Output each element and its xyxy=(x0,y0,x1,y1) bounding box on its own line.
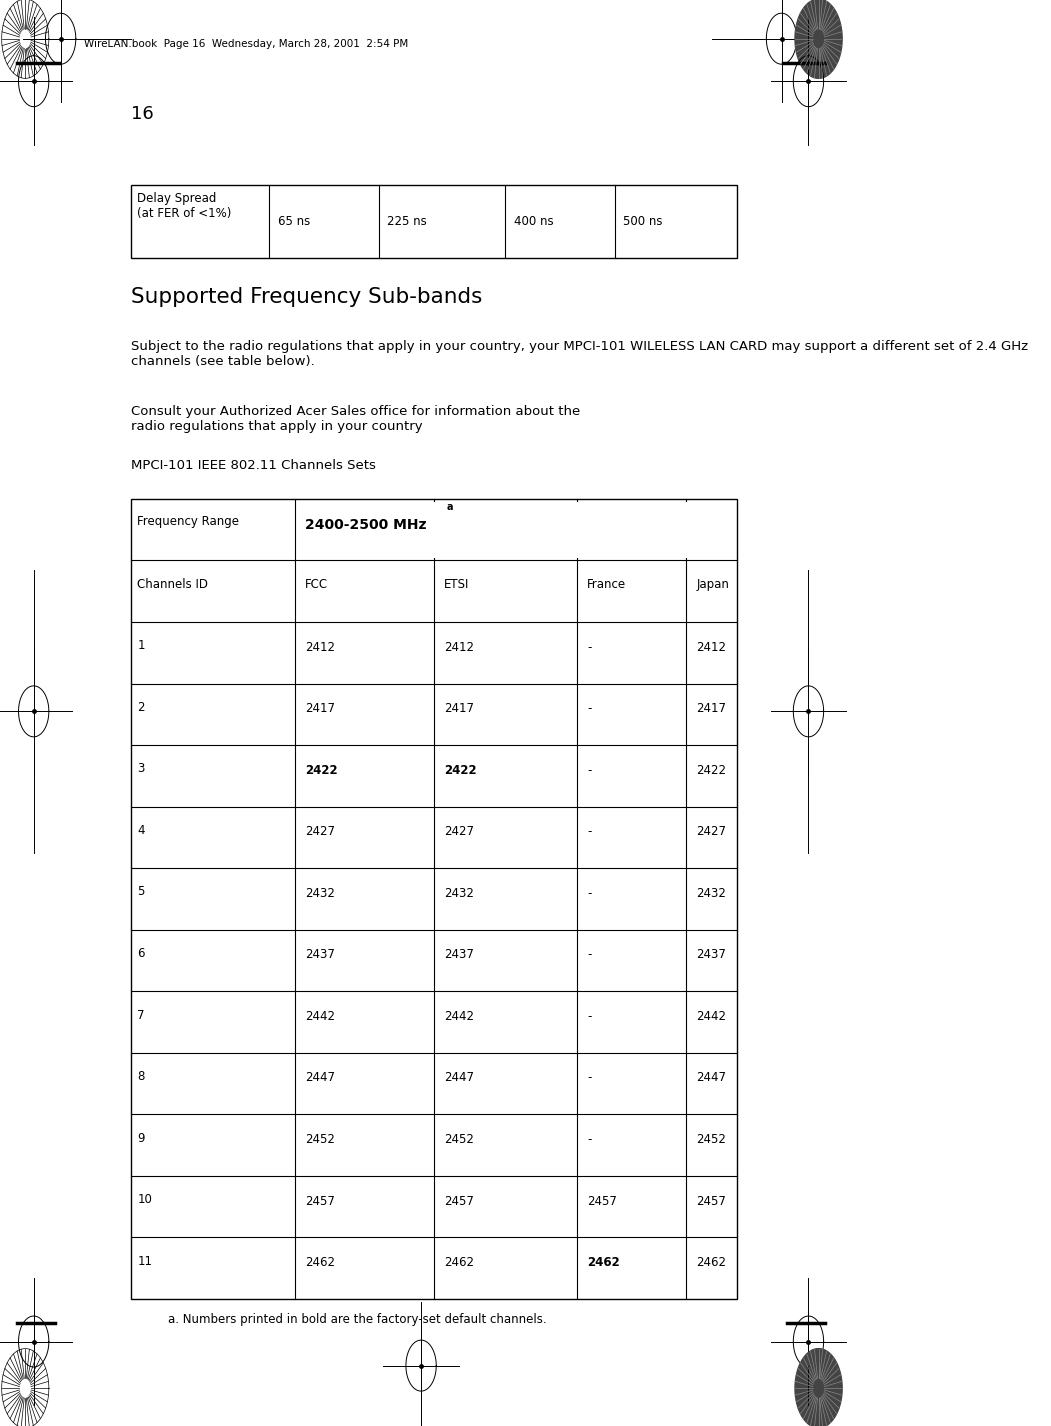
Text: a: a xyxy=(447,502,453,512)
Bar xyxy=(130,184,737,258)
Text: 500 ns: 500 ns xyxy=(623,215,663,228)
Text: 2457: 2457 xyxy=(697,1195,726,1208)
Text: 2462: 2462 xyxy=(305,1256,335,1269)
Text: France: France xyxy=(586,578,626,590)
Text: Subject to the radio regulations that apply in your country, your MPCI-101 WILEL: Subject to the radio regulations that ap… xyxy=(130,341,1028,368)
Text: 2447: 2447 xyxy=(697,1071,726,1084)
Text: FCC: FCC xyxy=(305,578,328,590)
Text: 10: 10 xyxy=(138,1194,152,1206)
Text: -: - xyxy=(586,826,592,838)
Text: 225 ns: 225 ns xyxy=(388,215,427,228)
Text: Frequency Range: Frequency Range xyxy=(138,515,240,528)
Text: 2432: 2432 xyxy=(697,887,726,900)
Text: 2437: 2437 xyxy=(305,948,334,961)
Text: -: - xyxy=(586,702,592,716)
Text: 2457: 2457 xyxy=(305,1195,334,1208)
Text: 3: 3 xyxy=(138,763,145,776)
Text: -: - xyxy=(586,640,592,653)
Text: 2457: 2457 xyxy=(444,1195,474,1208)
Text: -: - xyxy=(586,1010,592,1022)
Text: 2400-2500 MHz: 2400-2500 MHz xyxy=(305,519,427,532)
Text: 2452: 2452 xyxy=(444,1134,474,1147)
Text: 11: 11 xyxy=(138,1255,152,1268)
Text: 2432: 2432 xyxy=(305,887,334,900)
Text: 2462: 2462 xyxy=(444,1256,474,1269)
Text: -: - xyxy=(586,764,592,777)
Text: 2427: 2427 xyxy=(444,826,474,838)
Text: 2437: 2437 xyxy=(697,948,726,961)
Text: 2422: 2422 xyxy=(444,764,476,777)
Text: Japan: Japan xyxy=(697,578,729,590)
Text: 2412: 2412 xyxy=(697,640,726,653)
Text: WireLAN.book  Page 16  Wednesday, March 28, 2001  2:54 PM: WireLAN.book Page 16 Wednesday, March 28… xyxy=(84,39,409,48)
Text: 2427: 2427 xyxy=(305,826,335,838)
Text: MPCI-101 IEEE 802.11 Channels Sets: MPCI-101 IEEE 802.11 Channels Sets xyxy=(130,459,375,472)
Text: 5: 5 xyxy=(138,886,145,898)
Text: Supported Frequency Sub-bands: Supported Frequency Sub-bands xyxy=(130,287,482,307)
Text: -: - xyxy=(586,1134,592,1147)
Text: 1: 1 xyxy=(138,639,145,652)
Text: 2: 2 xyxy=(138,700,145,714)
Text: a. Numbers printed in bold are the factory-set default channels.: a. Numbers printed in bold are the facto… xyxy=(168,1313,548,1326)
Text: 2437: 2437 xyxy=(444,948,474,961)
Text: 2442: 2442 xyxy=(305,1010,335,1022)
Text: 2442: 2442 xyxy=(697,1010,726,1022)
Text: -: - xyxy=(586,887,592,900)
Text: Channels ID: Channels ID xyxy=(138,578,208,590)
Text: 2412: 2412 xyxy=(305,640,335,653)
Text: 2462: 2462 xyxy=(586,1256,620,1269)
Text: 65 ns: 65 ns xyxy=(277,215,310,228)
Text: 2432: 2432 xyxy=(444,887,474,900)
Text: 2457: 2457 xyxy=(586,1195,617,1208)
Bar xyxy=(130,499,737,1299)
Text: -: - xyxy=(586,1071,592,1084)
Text: 2417: 2417 xyxy=(305,702,335,716)
Text: 2447: 2447 xyxy=(305,1071,335,1084)
Text: 400 ns: 400 ns xyxy=(514,215,553,228)
Text: 6: 6 xyxy=(138,947,145,960)
Text: 2452: 2452 xyxy=(697,1134,726,1147)
Bar xyxy=(574,502,580,558)
Text: 2422: 2422 xyxy=(697,764,726,777)
Text: 2412: 2412 xyxy=(444,640,474,653)
Text: 2452: 2452 xyxy=(305,1134,334,1147)
Text: 2417: 2417 xyxy=(697,702,726,716)
Text: 2462: 2462 xyxy=(697,1256,726,1269)
Text: 2417: 2417 xyxy=(444,702,474,716)
Text: 16: 16 xyxy=(130,106,153,123)
Bar xyxy=(430,502,437,558)
Polygon shape xyxy=(795,0,842,78)
Text: ETSI: ETSI xyxy=(444,578,469,590)
Text: 2442: 2442 xyxy=(444,1010,474,1022)
Bar xyxy=(683,502,689,558)
Text: 4: 4 xyxy=(138,824,145,837)
Text: 2422: 2422 xyxy=(305,764,337,777)
Text: 2427: 2427 xyxy=(697,826,726,838)
Text: 2447: 2447 xyxy=(444,1071,474,1084)
Text: Delay Spread
(at FER of <1%): Delay Spread (at FER of <1%) xyxy=(138,191,231,220)
Text: 9: 9 xyxy=(138,1132,145,1145)
Text: -: - xyxy=(586,948,592,961)
Text: 8: 8 xyxy=(138,1070,145,1084)
Text: 7: 7 xyxy=(138,1008,145,1021)
Text: Consult your Authorized Acer Sales office for information about the
radio regula: Consult your Authorized Acer Sales offic… xyxy=(130,405,580,434)
Polygon shape xyxy=(795,1349,842,1426)
